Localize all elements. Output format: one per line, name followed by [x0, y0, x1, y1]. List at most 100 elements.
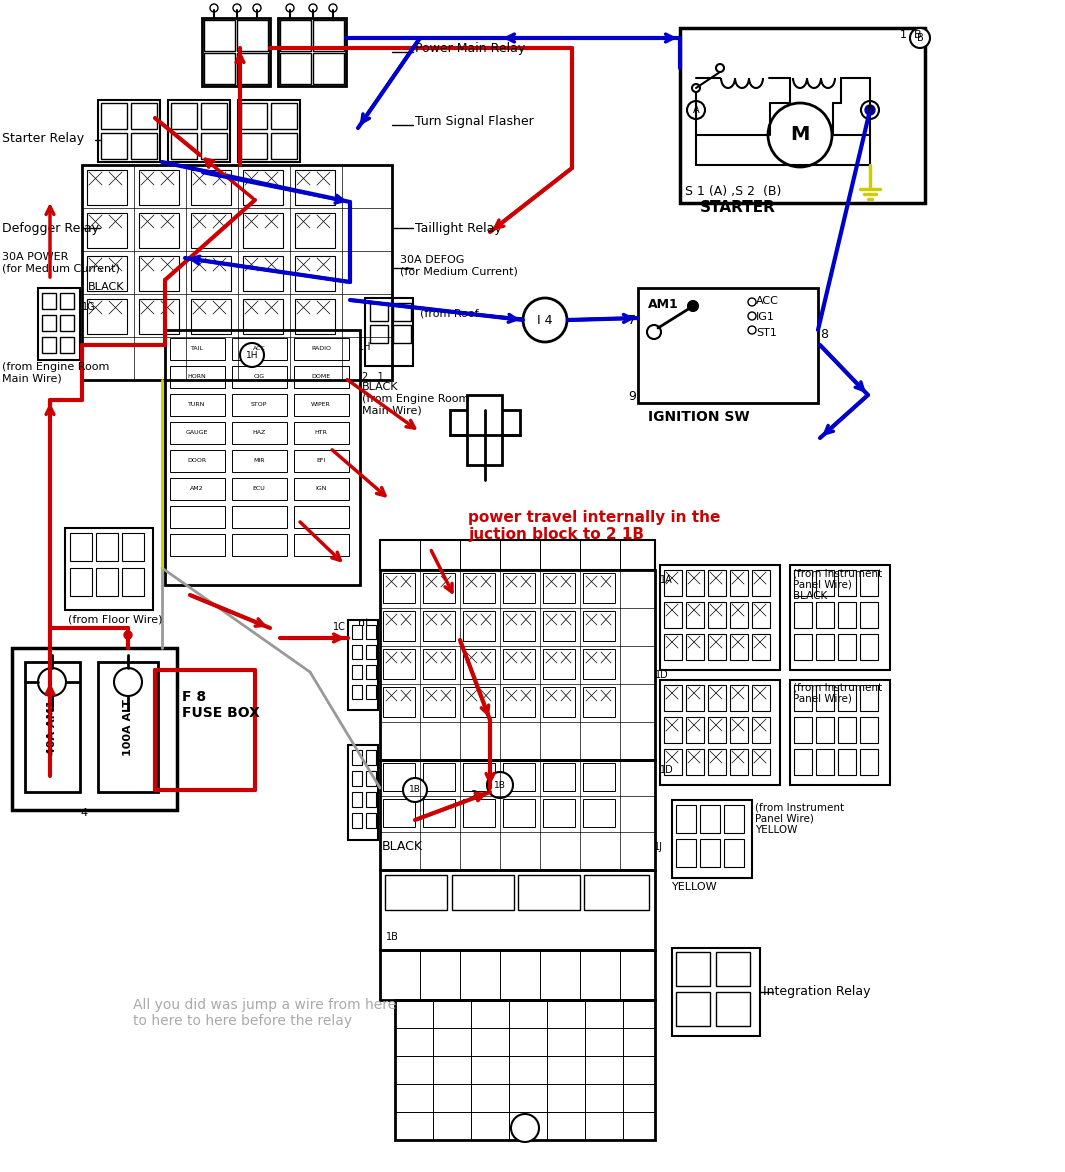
- Bar: [423, 649, 455, 679]
- Bar: [663, 684, 682, 711]
- Text: I 4: I 4: [537, 313, 553, 327]
- Bar: [660, 565, 780, 670]
- Bar: [42, 315, 56, 331]
- Bar: [232, 506, 286, 529]
- Bar: [816, 570, 834, 597]
- Text: (from Roof: (from Roof: [420, 308, 478, 318]
- Bar: [204, 53, 235, 84]
- Text: 1H: 1H: [358, 342, 372, 352]
- Text: DOME: DOME: [311, 375, 330, 380]
- Bar: [816, 602, 834, 628]
- Bar: [170, 506, 225, 529]
- Bar: [752, 684, 770, 711]
- Bar: [752, 602, 770, 628]
- Bar: [543, 763, 575, 791]
- Bar: [348, 745, 378, 840]
- Bar: [271, 103, 297, 129]
- Text: ECU: ECU: [252, 486, 265, 491]
- Bar: [463, 799, 495, 827]
- Circle shape: [286, 4, 294, 12]
- Text: nt: nt: [358, 618, 370, 628]
- Text: Starter Relay: Starter Relay: [2, 132, 84, 145]
- Text: 1D: 1D: [660, 765, 674, 775]
- Bar: [241, 103, 267, 129]
- Bar: [663, 570, 682, 597]
- Circle shape: [329, 4, 337, 12]
- Bar: [191, 170, 231, 205]
- Bar: [423, 573, 455, 604]
- Text: B: B: [917, 33, 923, 43]
- Bar: [679, 28, 925, 203]
- Bar: [676, 805, 697, 833]
- Bar: [518, 875, 580, 909]
- Bar: [70, 568, 92, 597]
- Bar: [87, 255, 127, 291]
- Bar: [790, 680, 890, 785]
- Bar: [383, 611, 415, 641]
- Bar: [366, 645, 376, 659]
- Text: 1B: 1B: [386, 932, 399, 942]
- Bar: [232, 422, 286, 444]
- Text: F 8
FUSE BOX: F 8 FUSE BOX: [182, 690, 260, 721]
- Bar: [202, 18, 271, 86]
- Bar: [237, 53, 268, 84]
- Bar: [583, 573, 615, 604]
- Text: (from Instrument
Panel Wire): (from Instrument Panel Wire): [793, 682, 882, 703]
- Bar: [543, 611, 575, 641]
- Bar: [794, 717, 812, 743]
- Circle shape: [748, 298, 756, 306]
- Bar: [353, 750, 362, 765]
- Bar: [672, 800, 752, 878]
- Bar: [191, 213, 231, 248]
- Bar: [280, 20, 311, 52]
- Text: STARTER: STARTER: [700, 200, 776, 214]
- Bar: [295, 213, 335, 248]
- Bar: [503, 611, 535, 641]
- Text: 1B: 1B: [409, 785, 421, 795]
- Bar: [466, 395, 502, 465]
- Bar: [861, 570, 878, 597]
- Bar: [503, 649, 535, 679]
- Bar: [237, 100, 300, 162]
- Bar: [241, 132, 267, 159]
- Text: B: B: [867, 105, 873, 115]
- Bar: [861, 634, 878, 660]
- Text: AM1: AM1: [648, 298, 678, 311]
- Bar: [708, 634, 726, 660]
- Bar: [503, 763, 535, 791]
- Text: HORN: HORN: [187, 375, 207, 380]
- Bar: [463, 649, 495, 679]
- Bar: [140, 299, 179, 334]
- Bar: [294, 478, 349, 500]
- Bar: [583, 649, 615, 679]
- Text: HAZ: HAZ: [252, 430, 265, 436]
- Bar: [12, 648, 177, 810]
- Bar: [294, 394, 349, 416]
- Bar: [708, 749, 726, 775]
- Text: 1C: 1C: [333, 622, 346, 632]
- Bar: [131, 103, 157, 129]
- Bar: [82, 165, 392, 380]
- Bar: [861, 749, 878, 775]
- Bar: [503, 799, 535, 827]
- Bar: [838, 602, 856, 628]
- Bar: [24, 662, 80, 792]
- Bar: [380, 540, 655, 570]
- Text: BLACK
(from Engine Room
Main Wire): BLACK (from Engine Room Main Wire): [362, 382, 470, 415]
- Bar: [716, 952, 750, 986]
- Bar: [383, 687, 415, 717]
- Circle shape: [910, 28, 930, 48]
- Bar: [383, 573, 415, 604]
- Text: Turn Signal Flasher: Turn Signal Flasher: [415, 115, 534, 128]
- Bar: [294, 534, 349, 556]
- Bar: [730, 749, 748, 775]
- Bar: [700, 839, 720, 867]
- Bar: [366, 684, 376, 699]
- Text: All you did was jump a wire from here
to here to here before the relay: All you did was jump a wire from here to…: [133, 999, 396, 1028]
- Bar: [724, 839, 744, 867]
- Bar: [313, 20, 344, 52]
- Text: M: M: [790, 125, 809, 144]
- Bar: [380, 870, 655, 950]
- Circle shape: [233, 4, 241, 12]
- Bar: [686, 602, 704, 628]
